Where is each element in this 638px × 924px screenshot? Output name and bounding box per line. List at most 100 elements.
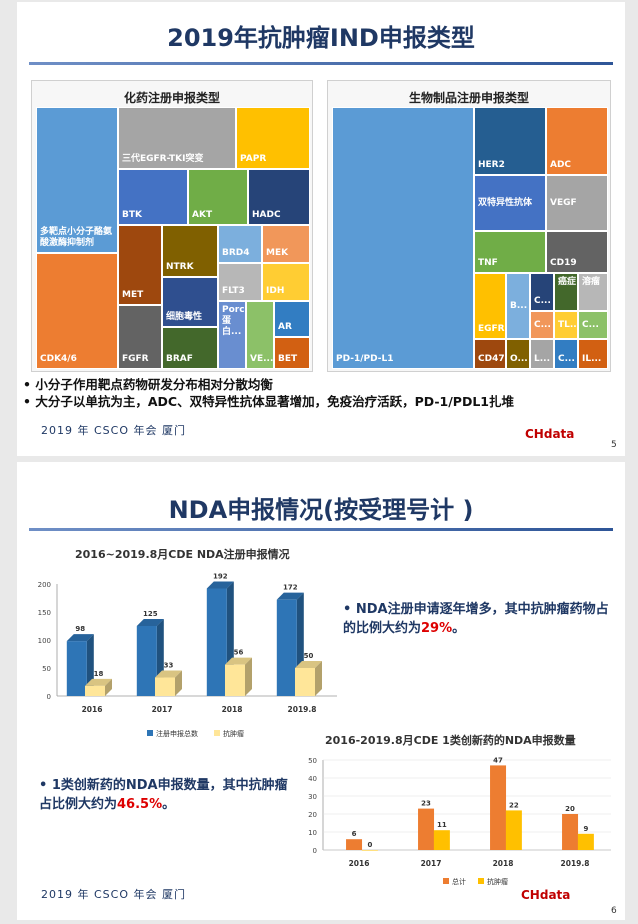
bar [295, 668, 315, 696]
title-underline [29, 528, 613, 531]
chem-treemap-cell: NTRK [162, 225, 218, 277]
chem-treemap-label: 多靶点小分子酪氨酸激酶抑制剂 [40, 227, 113, 249]
bio-treemap-label: HER2 [478, 160, 505, 171]
chart1-title: 2016~2019.8月CDE NDA注册申报情况 [75, 548, 290, 561]
bar-side [105, 678, 112, 696]
legend-label: 注册申报总数 [156, 729, 198, 738]
bio-treemap-cell: EGFR [474, 273, 506, 339]
slide2-title: NDA申报情况(按受理号计 ) [168, 496, 474, 524]
x-tick-label: 2017 [421, 859, 442, 868]
y-tick-label: 150 [38, 609, 51, 617]
bar-side [245, 657, 252, 696]
data-label: 6 [352, 830, 357, 838]
chem-treemap-cell: VE... [246, 301, 274, 369]
data-label: 0 [367, 841, 372, 849]
chem-treemap-cell: BTK [118, 169, 188, 225]
chart2-title: 2016-2019.8月CDE 1类创新药的NDA申报数量 [325, 734, 576, 747]
slide1-title: 2019年抗肿瘤IND申报类型 [167, 24, 475, 52]
chem-treemap-label: BTK [122, 210, 142, 221]
chem-treemap-cell: AKT [188, 169, 248, 225]
y-tick-label: 10 [308, 829, 317, 837]
bio-treemap-cell: L... [530, 339, 554, 369]
chem-panel: 化药注册申报类型 多靶点小分子酪氨酸激酶抑制剂 CDK4/6 三代EGFR-TKI突… [31, 80, 313, 372]
bar-top [225, 657, 252, 665]
bar [136, 626, 157, 696]
chem-treemap-label: AR [278, 322, 292, 333]
bio-treemap-cell: C... [578, 311, 608, 339]
bio-treemap-cell: O... [506, 339, 530, 369]
chem-treemap-cell: Porcupine蛋白... [218, 301, 246, 369]
bio-treemap-cell: TL... [554, 311, 578, 339]
bio-treemap-cell: CD19 [546, 231, 608, 273]
slide-ind-types: 2019年抗肿瘤IND申报类型 化药注册申报类型 多靶点小分子酪氨酸激酶抑制剂 C… [17, 2, 625, 456]
bar-top [85, 678, 112, 686]
bio-treemap-label: ADC [550, 160, 572, 171]
chem-treemap-cell: PAPR [236, 107, 310, 169]
chem-treemap-cell: HADC [248, 169, 310, 225]
bar-top [295, 661, 322, 668]
bar [346, 839, 363, 850]
x-tick-label: 2016 [349, 859, 370, 868]
bio-treemap-label: 溶瘤 [582, 277, 601, 287]
x-tick-label: 2017 [152, 705, 173, 714]
bio-treemap: PD-1/PD-L1 HER2 ADC 双特异性抗体 VEGF TNF CD19 EGFR B.… [332, 107, 608, 369]
logo-text: CHdata [521, 888, 571, 902]
note-innovative: • 1类创新药的NDA申报数量，其中抗肿瘤占比例大约为46.5%。 [39, 778, 288, 812]
chem-panel-title: 化药注册申报类型 [123, 91, 220, 105]
bio-treemap-label: EGFR [478, 324, 505, 335]
legend-label: 总计 [452, 877, 466, 886]
chem-treemap-label: 细胞毒性 [166, 312, 203, 323]
bio-treemap-label: C... [558, 354, 575, 365]
bio-treemap-cell: CD47 [474, 339, 506, 369]
y-tick-label: 0 [313, 847, 317, 855]
bar-side [175, 670, 182, 696]
chart1-svg: 0 50 100 150 200 2016 98 18 2017 125 33 2018 192 56 20… [38, 572, 337, 738]
slide1-bullets: • 小分子作用靶点药物研发分布相对分散均衡 • 大分子以单抗为主，ADC、双特异… [23, 376, 623, 410]
bar [85, 685, 105, 696]
bullet-item: • 大分子以单抗为主，ADC、双特异性抗体显著增加，免疫治疗活跃，PD-1/PD… [23, 394, 514, 409]
bar [562, 814, 579, 850]
bio-treemap-cell: C... [530, 311, 554, 339]
data-label: 125 [143, 610, 158, 618]
page-number: 6 [611, 906, 617, 916]
chdata-logo: CHdata [525, 427, 574, 441]
data-label: 47 [493, 756, 503, 764]
bio-treemap-cell: 溶瘤 [578, 273, 608, 311]
chem-treemap-label: VE... [250, 354, 274, 365]
bio-treemap-label: TL... [558, 320, 578, 330]
chem-treemap-cell: FLT3 [218, 263, 262, 301]
legend-swatch [214, 730, 220, 736]
x-tick-label: 2018 [222, 705, 243, 714]
chem-treemap-cell: BRD4 [218, 225, 262, 263]
y-tick-label: 30 [308, 793, 317, 801]
bar-top [155, 670, 182, 678]
bio-treemap-cell: C... [530, 273, 554, 311]
bio-treemap-cell: ADC [546, 107, 608, 175]
chem-treemap-label: HADC [252, 210, 281, 221]
bar [577, 833, 594, 850]
chdata-logo: CHdata [521, 888, 570, 902]
y-tick-label: 40 [308, 775, 317, 783]
y-tick-label: 50 [42, 665, 51, 673]
data-label: 22 [509, 801, 519, 809]
bio-treemap-cell: TNF [474, 231, 546, 273]
note1-value: 29% [421, 621, 453, 636]
legend-swatch [147, 730, 153, 736]
chem-treemap-label: PAPR [240, 154, 267, 165]
bar [206, 588, 227, 696]
bar [225, 664, 245, 696]
chem-treemap-label: AKT [192, 210, 213, 221]
bio-treemap-label: O... [510, 354, 528, 365]
chem-treemap-label: MEK [266, 248, 289, 259]
chem-treemap-label: NTRK [166, 262, 194, 273]
chem-treemap-cell: BET [274, 337, 310, 369]
chem-treemap-label: MET [122, 290, 144, 301]
note2-post: 。 [162, 797, 176, 812]
note2-value: 46.5% [117, 797, 163, 812]
bar [418, 808, 435, 850]
note1-text: NDA注册申请逐年增多，其中抗肿瘤药物占的比例大约为 [343, 602, 609, 636]
page-number: 5 [611, 440, 617, 450]
bullet-text-2: 大分子以单抗为主，ADC、双特异性抗体显著增加，免疫治疗活跃，PD-1/PDL1… [35, 394, 514, 409]
data-label: 33 [164, 662, 174, 670]
title-underline [29, 62, 613, 65]
